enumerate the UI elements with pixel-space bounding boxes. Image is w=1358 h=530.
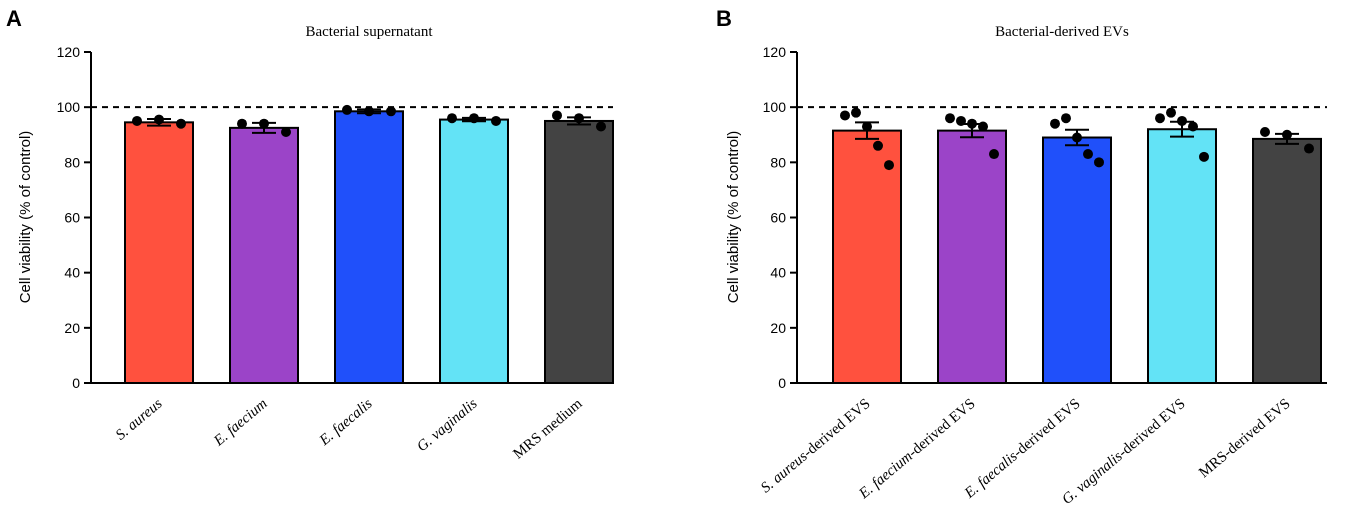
data-point	[1061, 113, 1071, 124]
category-label: E. faecalis	[316, 396, 376, 450]
data-point	[1155, 113, 1165, 124]
data-point	[945, 113, 955, 124]
y-tick-label: 60	[64, 210, 80, 226]
bar	[1252, 137, 1322, 384]
data-point	[1083, 149, 1093, 160]
data-point	[281, 126, 291, 137]
data-point	[574, 113, 584, 124]
y-tick-label: 40	[64, 265, 80, 281]
data-point	[989, 149, 999, 160]
data-point	[342, 104, 352, 115]
y-tick-label: 0	[72, 375, 80, 391]
y-tick-label: 120	[57, 44, 81, 60]
data-point	[154, 114, 164, 125]
panel-letter: A	[6, 6, 22, 31]
data-point	[873, 140, 883, 151]
y-tick-label: 40	[770, 265, 786, 281]
bar	[937, 129, 1007, 384]
data-point	[176, 118, 186, 129]
data-point	[851, 107, 861, 118]
y-tick-label: 60	[770, 210, 786, 226]
category-label: G. vaginalis	[414, 396, 481, 455]
category-label: E. faecalis-derived EVS	[961, 396, 1083, 502]
data-point	[884, 160, 894, 171]
data-point	[1050, 118, 1060, 129]
data-point	[132, 115, 142, 126]
category-label: G. vaginalis-derived EVS	[1059, 396, 1188, 508]
data-point	[364, 106, 374, 117]
data-point	[1282, 129, 1292, 140]
panel-b: B Bacterial-derived EVs Cell viability (% …	[716, 6, 1327, 508]
category-label: S. aureus-derived EVS	[758, 396, 873, 497]
chart-title: Bacterial-derived EVs	[995, 24, 1129, 40]
bar	[124, 121, 194, 385]
data-point	[1199, 151, 1209, 162]
data-point	[469, 113, 479, 124]
data-point	[967, 118, 977, 129]
data-point	[1072, 132, 1082, 143]
bar	[439, 118, 509, 385]
data-point	[386, 106, 396, 117]
data-point	[596, 121, 606, 132]
data-point	[447, 113, 457, 124]
y-tick-label: 80	[64, 154, 80, 170]
category-label: S. aureus	[113, 396, 166, 444]
y-tick-label: 80	[770, 154, 786, 170]
y-tick-label: 100	[57, 99, 81, 115]
data-point	[1094, 157, 1104, 168]
data-point	[1304, 143, 1314, 154]
data-point	[862, 121, 872, 132]
data-point	[552, 110, 562, 121]
data-point	[1177, 115, 1187, 126]
data-point	[491, 115, 501, 126]
data-point	[237, 118, 247, 129]
category-label: MRS-derived EVS	[1196, 396, 1293, 481]
category-label: MRS medium	[510, 396, 585, 463]
bar	[1042, 136, 1112, 384]
y-tick-label: 20	[64, 320, 80, 336]
data-point	[1260, 126, 1270, 137]
y-tick-label: 20	[770, 320, 786, 336]
y-tick-label: 100	[763, 99, 787, 115]
y-axis-label: Cell viability (% of control)	[725, 131, 742, 304]
data-point	[840, 110, 850, 121]
category-label: E. faecium	[210, 396, 270, 450]
panel-letter: B	[716, 6, 732, 31]
bar	[1147, 128, 1217, 384]
bar	[544, 119, 614, 384]
data-point	[956, 115, 966, 126]
panel-a: A Bacterial supernatant Cell viability (% …	[6, 6, 614, 463]
bar	[229, 126, 299, 384]
data-point	[259, 118, 269, 129]
category-label: E. faecium-derived EVS	[856, 396, 979, 503]
bar	[334, 110, 404, 384]
chart-title: Bacterial supernatant	[305, 24, 433, 40]
data-point	[1188, 121, 1198, 132]
y-tick-label: 120	[763, 44, 787, 60]
data-point	[978, 121, 988, 132]
y-axis-label: Cell viability (% of control)	[17, 131, 34, 304]
bar	[832, 129, 902, 384]
y-tick-label: 0	[778, 375, 786, 391]
data-point	[1166, 107, 1176, 118]
